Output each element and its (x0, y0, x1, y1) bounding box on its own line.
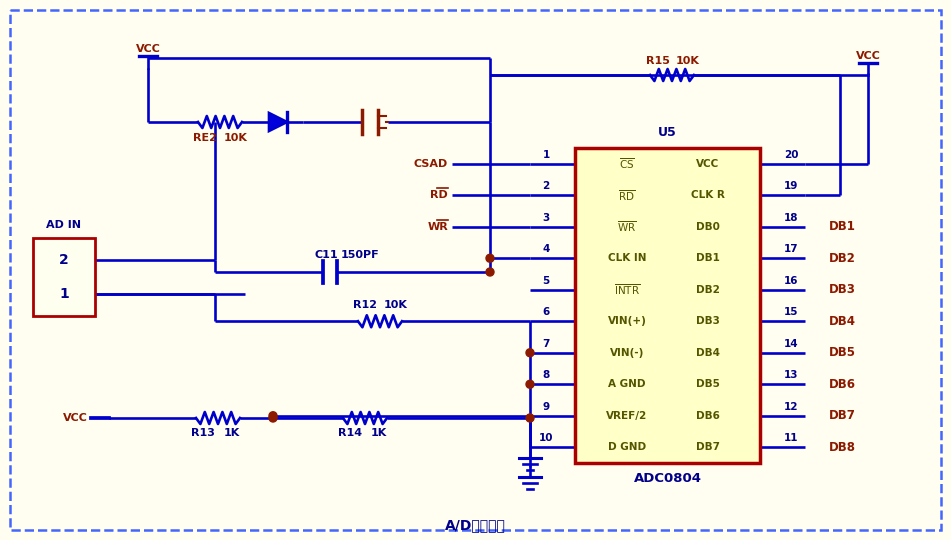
Text: R12: R12 (353, 300, 377, 310)
Text: 9: 9 (542, 402, 550, 411)
Text: 2: 2 (542, 181, 550, 191)
Circle shape (269, 414, 277, 422)
Text: 1K: 1K (371, 428, 387, 438)
Text: 11: 11 (784, 433, 798, 443)
Text: VREF/2: VREF/2 (607, 411, 648, 421)
Text: 19: 19 (784, 181, 798, 191)
Text: CLK IN: CLK IN (608, 253, 647, 263)
Text: 10K: 10K (676, 56, 700, 66)
Text: 16: 16 (784, 276, 798, 286)
Text: C11: C11 (314, 250, 338, 260)
Circle shape (526, 414, 534, 422)
Text: 20: 20 (784, 150, 798, 160)
Text: 1K: 1K (223, 428, 240, 438)
Text: 1: 1 (59, 287, 68, 301)
Text: VCC: VCC (63, 413, 87, 423)
Text: RD: RD (430, 190, 448, 200)
Text: DB6: DB6 (696, 411, 720, 421)
Text: 12: 12 (784, 402, 798, 411)
Text: 13: 13 (784, 370, 798, 380)
Text: R13: R13 (191, 428, 215, 438)
Text: VCC: VCC (856, 51, 881, 61)
Text: ADC0804: ADC0804 (633, 471, 702, 484)
Text: VCC: VCC (696, 159, 720, 168)
Text: DB0: DB0 (696, 222, 720, 232)
Text: 2: 2 (59, 253, 68, 267)
Text: 18: 18 (784, 213, 798, 222)
Text: DB8: DB8 (829, 441, 856, 454)
Text: DB1: DB1 (829, 220, 856, 233)
Text: DB4: DB4 (696, 348, 720, 357)
Text: 4: 4 (542, 244, 550, 254)
Text: AD IN: AD IN (47, 220, 82, 230)
Text: D GND: D GND (608, 442, 646, 453)
Polygon shape (269, 113, 287, 131)
Text: 1: 1 (542, 150, 550, 160)
Text: 14: 14 (784, 339, 798, 349)
Text: DB1: DB1 (696, 253, 720, 263)
Text: WR: WR (427, 222, 448, 232)
Text: DB2: DB2 (829, 252, 856, 265)
Text: 17: 17 (784, 244, 798, 254)
Text: CSAD: CSAD (414, 159, 448, 168)
Text: DB3: DB3 (829, 284, 856, 296)
Text: RE2: RE2 (193, 133, 217, 143)
Text: $\overline{\rm CS}$: $\overline{\rm CS}$ (619, 157, 635, 171)
Text: A GND: A GND (609, 379, 646, 389)
FancyBboxPatch shape (575, 148, 760, 463)
Text: 150PF: 150PF (340, 250, 379, 260)
Text: DB7: DB7 (696, 442, 720, 453)
Text: 6: 6 (542, 307, 550, 317)
Circle shape (526, 349, 534, 357)
Text: 8: 8 (542, 370, 550, 380)
Text: 5: 5 (542, 276, 550, 286)
Circle shape (486, 268, 494, 276)
Text: U5: U5 (658, 126, 677, 139)
Text: DB4: DB4 (829, 315, 856, 328)
Text: R14: R14 (338, 428, 362, 438)
Text: $\overline{\rm RD}$: $\overline{\rm RD}$ (618, 188, 635, 202)
Text: 10: 10 (539, 433, 553, 443)
Text: DB3: DB3 (696, 316, 720, 326)
Text: DB6: DB6 (829, 378, 856, 391)
Text: VIN(-): VIN(-) (610, 348, 644, 357)
Text: 3: 3 (542, 213, 550, 222)
Text: VCC: VCC (136, 44, 161, 54)
Text: DB5: DB5 (829, 346, 856, 359)
Circle shape (269, 411, 277, 420)
Circle shape (526, 380, 534, 388)
Text: CLK R: CLK R (691, 190, 725, 200)
Text: DB2: DB2 (696, 285, 720, 295)
Text: DB5: DB5 (696, 379, 720, 389)
Text: 7: 7 (542, 339, 550, 349)
Circle shape (486, 254, 494, 262)
Text: A/D模数转换: A/D模数转换 (444, 518, 505, 532)
Text: VIN(+): VIN(+) (608, 316, 647, 326)
Text: R15: R15 (646, 56, 670, 66)
Text: DB7: DB7 (829, 409, 856, 422)
Text: 15: 15 (784, 307, 798, 317)
Text: 10K: 10K (224, 133, 248, 143)
Text: $\overline{\rm INTR}$: $\overline{\rm INTR}$ (613, 282, 640, 297)
Text: 10K: 10K (384, 300, 408, 310)
FancyBboxPatch shape (33, 238, 95, 316)
Text: $\overline{\rm WR}$: $\overline{\rm WR}$ (617, 219, 637, 234)
